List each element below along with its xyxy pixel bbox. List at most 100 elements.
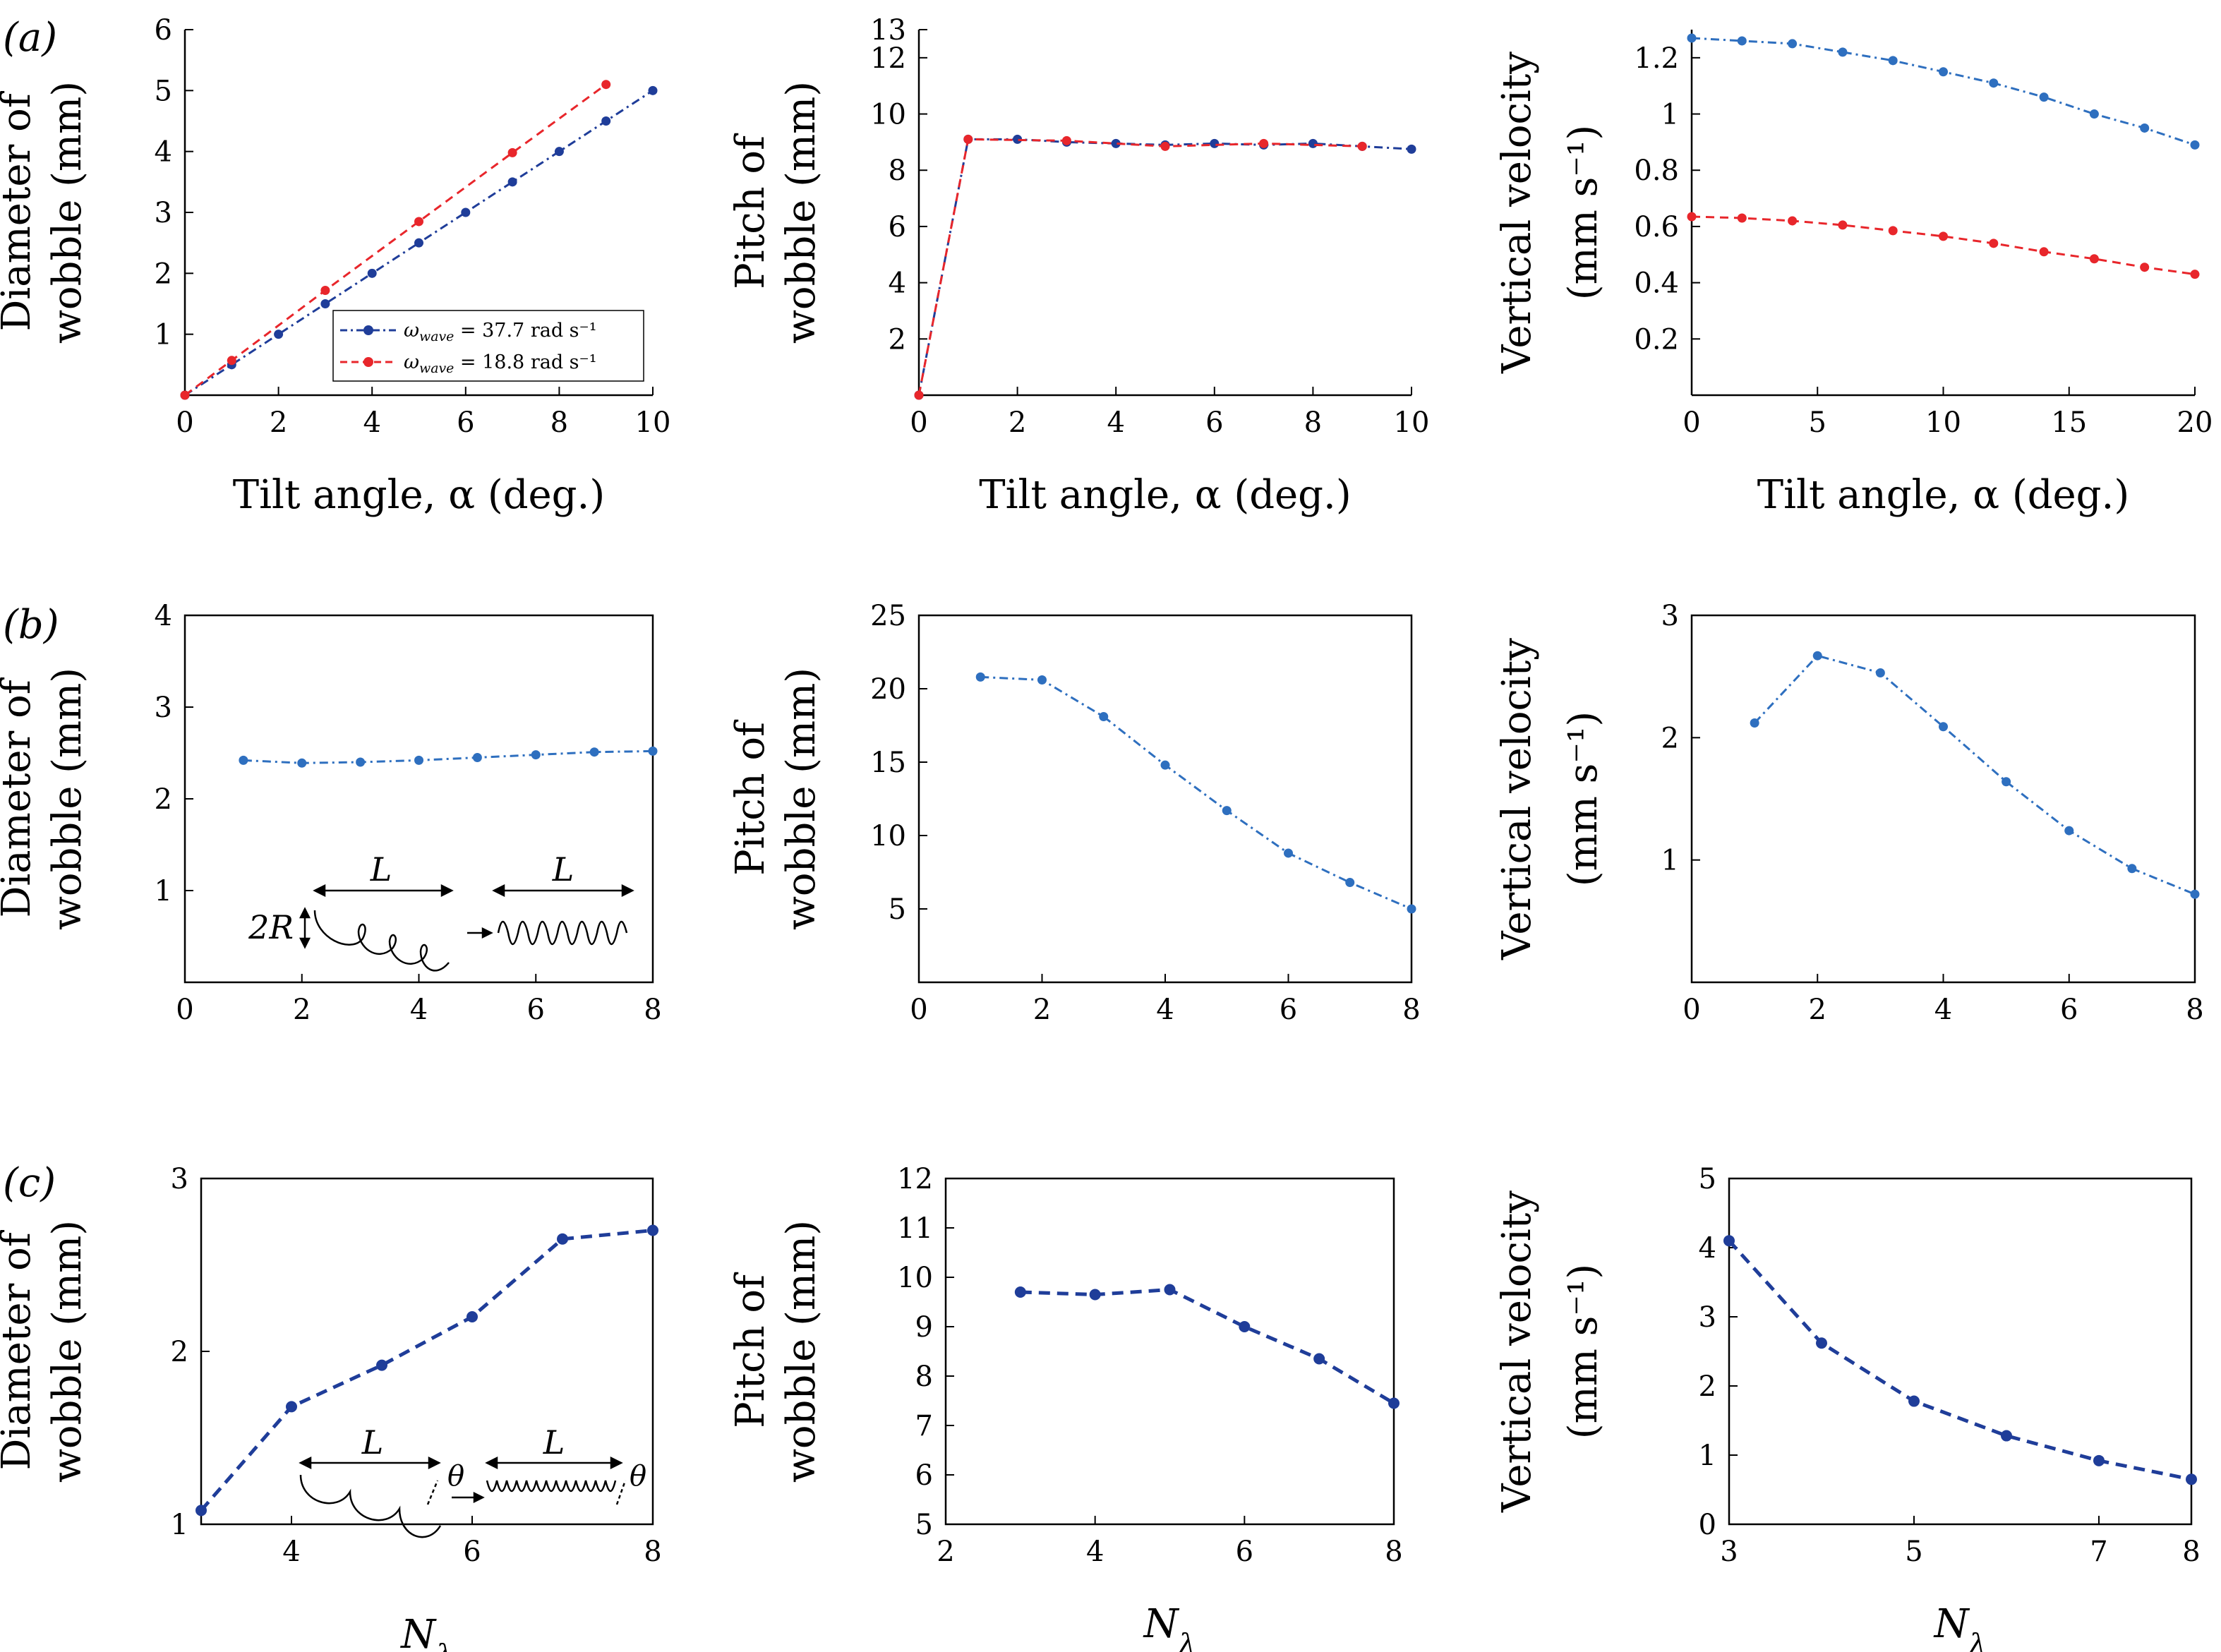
panel-label-c: (c)	[3, 1160, 56, 1206]
y-tick-label: 3	[171, 1163, 188, 1195]
y-tick-label: 12	[897, 1163, 933, 1195]
y-tick-label: 9	[915, 1311, 933, 1344]
data-point	[1259, 138, 1269, 148]
x-tick-label: 0	[910, 406, 927, 439]
data-point	[1687, 212, 1697, 222]
data-point	[1308, 138, 1318, 148]
x-tick-label: 8	[550, 406, 568, 439]
x-tick-label: 8	[2186, 994, 2203, 1026]
x-tick-label: 0	[1683, 406, 1700, 439]
y-tick-label: 1	[1661, 845, 1679, 877]
inset-schematic	[299, 884, 634, 972]
y-axis-label-line-1: Diameter of	[0, 90, 40, 331]
series-line-1	[1020, 1287, 1395, 1405]
data-point	[2064, 826, 2074, 836]
series-line-1	[917, 138, 1412, 396]
data-point	[1750, 718, 1759, 728]
x-tick-label: 8	[644, 1536, 661, 1568]
data-point	[1888, 226, 1898, 236]
data-point	[647, 1224, 658, 1236]
y-axis-label-line-2: (mm s⁻¹)	[1560, 711, 1606, 886]
data-point	[1160, 760, 1170, 770]
y-axis-label-line-2: wobble (mm)	[44, 81, 90, 344]
y-tick-label: 3	[155, 197, 172, 229]
y-tick-label: 6	[155, 14, 172, 47]
plot-frame	[200, 1177, 654, 1526]
data-point	[1816, 1337, 1827, 1349]
y-tick-label: 4	[1699, 1232, 1716, 1265]
y-tick-label: 7	[915, 1410, 933, 1442]
x-axis-label: Tilt angle, α (deg.)	[1757, 472, 2129, 518]
y-tick-label: 2	[171, 1336, 188, 1368]
data-point	[356, 757, 366, 767]
x-tick-label: 3	[1720, 1536, 1738, 1568]
data-point	[1989, 239, 1999, 248]
x-tick-label: 6	[1236, 1536, 1253, 1568]
data-point	[2140, 263, 2150, 272]
inset-label-l: L	[543, 1423, 565, 1461]
series-line-1	[1728, 1239, 2192, 1481]
y-tick-label: 4	[155, 600, 172, 632]
chart-8: 2 4 6 8 5 6 7 8 9 10 11 12 Nλ Pitch of wobble (mm)	[728, 1163, 1403, 1652]
data-point	[414, 238, 423, 248]
data-point	[297, 758, 307, 768]
y-axis-label-line-1: Diameter of	[0, 677, 40, 917]
data-point	[1345, 878, 1355, 888]
x-tick-label: 4	[1107, 406, 1124, 439]
data-point	[1284, 848, 1293, 858]
chart-4: 0 2 4 6 8 1 2 3 4 Diameter of wobble (mm) L L 2R	[0, 600, 662, 1026]
series-line-1	[243, 749, 654, 764]
x-tick-label: 6	[457, 406, 474, 439]
plot-frame	[944, 1177, 1395, 1526]
y-axis-label-line-1: Vertical velocity	[1494, 1190, 1540, 1513]
y-tick-label: 8	[915, 1361, 933, 1393]
y-tick-label: 13	[870, 14, 906, 47]
series-line-1	[980, 675, 1412, 910]
data-point	[2186, 1473, 2197, 1485]
y-tick-label: 1	[155, 875, 172, 908]
data-point	[1687, 33, 1697, 43]
data-point	[1407, 904, 1416, 914]
data-point	[320, 299, 330, 308]
plot-frame	[1690, 614, 2196, 984]
series-line-2	[1691, 215, 2196, 276]
x-tick-label: 4	[1086, 1536, 1104, 1568]
inset-label-l: L	[370, 850, 392, 888]
x-tick-label: 10	[635, 406, 671, 439]
data-point	[557, 1233, 568, 1245]
y-axis-label-line-2: (mm s⁻¹)	[1560, 1264, 1606, 1439]
data-point	[1812, 651, 1822, 661]
series-line-2	[917, 138, 1363, 396]
y-tick-label: 4	[155, 136, 172, 169]
data-point	[914, 390, 924, 400]
x-tick-label: 4	[1156, 994, 1174, 1026]
x-tick-label: 2	[293, 994, 311, 1026]
y-axis-label-line-2: wobble (mm)	[778, 668, 824, 930]
legend: ωwave = 37.7 rad s⁻¹ ωwave = 18.8 rad s⁻¹	[332, 310, 644, 382]
data-point	[1222, 806, 1232, 816]
x-tick-label: 2	[1033, 994, 1051, 1026]
x-tick-label: 20	[2177, 406, 2213, 439]
y-tick-label: 10	[870, 99, 906, 131]
y-tick-label: 10	[897, 1262, 933, 1294]
x-axis-label: Nλ	[1933, 1601, 1987, 1652]
y-axis-label-line-2: (mm s⁻¹)	[1560, 125, 1606, 300]
data-point	[472, 753, 482, 762]
data-point	[376, 1359, 387, 1371]
x-axis-label: Tilt angle, α (deg.)	[979, 472, 1351, 518]
x-tick-label: 10	[1925, 406, 1961, 439]
y-tick-label: 5	[155, 75, 172, 107]
data-point	[1838, 220, 1848, 230]
data-point	[531, 750, 541, 760]
data-point	[589, 747, 599, 757]
legend-box	[332, 310, 644, 382]
data-point	[1875, 668, 1885, 677]
data-point	[2190, 889, 2200, 899]
y-tick-label: 0.6	[1634, 211, 1679, 243]
x-tick-label: 0	[1683, 994, 1700, 1026]
data-point	[1357, 141, 1367, 151]
x-tick-label: 7	[2090, 1536, 2107, 1568]
x-tick-label: 8	[1304, 406, 1322, 439]
data-point	[274, 330, 284, 339]
